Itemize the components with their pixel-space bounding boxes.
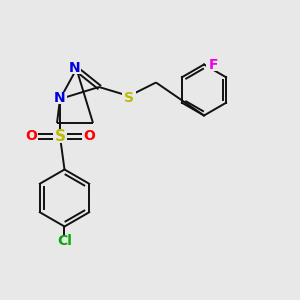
FancyBboxPatch shape (122, 91, 136, 104)
FancyBboxPatch shape (206, 58, 221, 71)
FancyBboxPatch shape (54, 235, 75, 247)
Text: N: N (54, 91, 65, 105)
Text: S: S (55, 129, 65, 144)
FancyBboxPatch shape (53, 130, 67, 143)
Text: S: S (124, 91, 134, 104)
Text: N: N (68, 61, 80, 74)
Text: Cl: Cl (57, 234, 72, 248)
FancyBboxPatch shape (52, 92, 67, 104)
FancyBboxPatch shape (82, 130, 96, 143)
Text: F: F (209, 58, 218, 71)
FancyBboxPatch shape (67, 61, 81, 74)
Text: O: O (83, 130, 95, 143)
Text: O: O (25, 130, 37, 143)
FancyBboxPatch shape (24, 130, 38, 143)
